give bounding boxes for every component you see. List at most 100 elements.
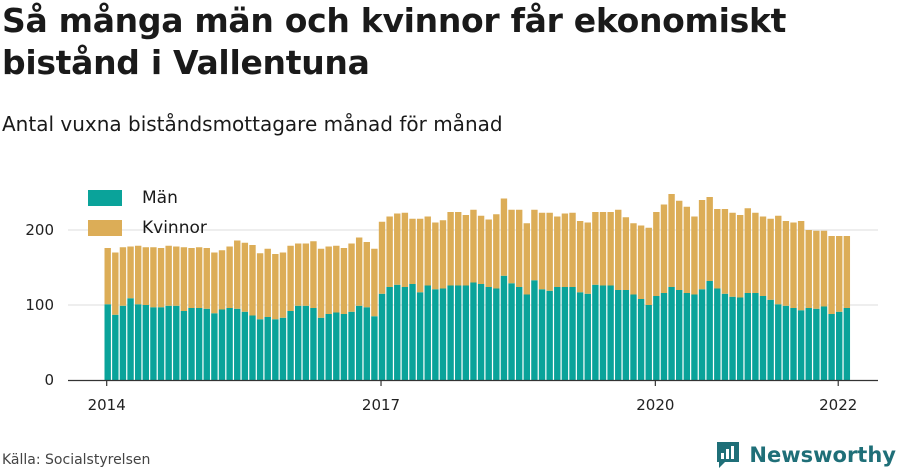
bar-kvinnor — [363, 242, 370, 308]
bar-man — [744, 293, 751, 380]
x-tick-label: 2017 — [362, 396, 400, 414]
bar-man — [439, 288, 447, 380]
bar-kvinnor — [592, 212, 599, 285]
bar-man — [455, 285, 462, 380]
bar-kvinnor — [637, 225, 645, 299]
bar-kvinnor — [195, 247, 203, 308]
bar-man — [470, 282, 477, 380]
bar-man — [127, 298, 134, 380]
bar-kvinnor — [386, 216, 393, 287]
bar-kvinnor — [813, 230, 820, 309]
bar-man — [698, 289, 706, 380]
bar-man — [295, 305, 302, 380]
legend-label-kvinnor: Kvinnor — [142, 218, 207, 238]
legend-label-man: Män — [142, 188, 178, 208]
bar-kvinnor — [218, 250, 226, 310]
bar-man — [828, 314, 835, 380]
bar-kvinnor — [371, 248, 378, 317]
bar-man — [256, 319, 264, 380]
bar-kvinnor — [340, 248, 348, 314]
bar-kvinnor — [302, 243, 310, 306]
bar-man — [279, 317, 287, 380]
bar-kvinnor — [676, 200, 683, 290]
bar-kvinnor — [759, 216, 767, 296]
bar-man — [165, 305, 172, 380]
bar-man — [218, 309, 226, 380]
bar-kvinnor — [736, 215, 744, 298]
bar-kvinnor — [622, 217, 630, 290]
bar-man — [104, 304, 111, 380]
bar-kvinnor — [256, 253, 264, 320]
legend-item-kvinnor: Kvinnor — [88, 213, 207, 243]
legend-swatch-kvinnor — [88, 220, 122, 236]
chart-subtitle: Antal vuxna biståndsmottagare månad för … — [2, 112, 503, 136]
bar-kvinnor — [325, 246, 332, 314]
bar-kvinnor — [698, 200, 706, 290]
x-axis: 2014 2017 2020 2022 — [68, 379, 878, 414]
bar-kvinnor — [607, 212, 614, 286]
bar-man — [348, 311, 355, 380]
chart-title: Så många män och kvinnor får ekonomiskt … — [2, 1, 787, 82]
bar-kvinnor — [295, 243, 302, 306]
bar-man — [188, 308, 195, 380]
bar-man — [836, 311, 843, 380]
bar-kvinnor — [439, 220, 447, 289]
bar-man — [668, 287, 675, 380]
bar-man — [660, 293, 668, 380]
bar-kvinnor — [775, 215, 782, 305]
bar-man — [264, 317, 271, 380]
bar-man — [797, 310, 805, 380]
newsworthy-logo-icon — [717, 442, 740, 468]
bar-kvinnor — [401, 212, 409, 287]
bar-man — [805, 308, 812, 380]
bar-man — [173, 305, 180, 380]
bar-kvinnor — [287, 245, 294, 311]
bar-kvinnor — [272, 254, 279, 320]
bar-kvinnor — [820, 230, 828, 307]
bar-man — [493, 288, 500, 380]
bar-kvinnor — [767, 218, 774, 300]
bar-man — [714, 288, 721, 380]
bar-man — [843, 308, 851, 380]
bar-kvinnor — [119, 247, 127, 306]
bar-kvinnor — [234, 240, 241, 309]
bar-man — [782, 305, 790, 380]
legend-swatch-man — [88, 190, 122, 206]
bar-kvinnor — [493, 214, 500, 289]
bar-man — [371, 316, 378, 380]
bar-man — [485, 287, 492, 380]
bar-kvinnor — [104, 248, 111, 305]
bar-kvinnor — [226, 246, 233, 308]
bar-kvinnor — [554, 216, 561, 287]
bar-man — [546, 290, 553, 380]
bar-man — [424, 285, 431, 380]
y-tick-label: 200 — [25, 221, 54, 239]
bar-man — [477, 284, 485, 380]
bar-kvinnor — [477, 215, 485, 284]
bar-man — [592, 284, 599, 380]
bar-kvinnor — [416, 218, 424, 293]
bar-man — [394, 284, 401, 380]
brand[interactable]: Newsworthy — [715, 440, 896, 470]
bar-kvinnor — [843, 236, 851, 308]
bar-kvinnor — [744, 208, 751, 293]
bar-man — [653, 296, 660, 380]
bar-kvinnor — [424, 216, 431, 286]
bar-kvinnor — [394, 213, 401, 285]
bar-man — [538, 289, 546, 380]
bar-man — [630, 294, 637, 380]
y-axis: 0 100 200 — [25, 221, 54, 389]
bar-kvinnor — [165, 245, 172, 306]
bar-man — [401, 287, 409, 380]
bar-kvinnor — [706, 197, 713, 281]
bar-man — [569, 287, 576, 380]
bar-kvinnor — [134, 245, 142, 305]
bar-kvinnor — [660, 204, 668, 293]
bar-man — [203, 308, 210, 380]
bar-man — [721, 293, 729, 380]
bar-man — [355, 305, 363, 380]
bar-man — [287, 311, 294, 380]
bar-man — [645, 305, 652, 380]
y-tick-label: 0 — [44, 371, 54, 389]
